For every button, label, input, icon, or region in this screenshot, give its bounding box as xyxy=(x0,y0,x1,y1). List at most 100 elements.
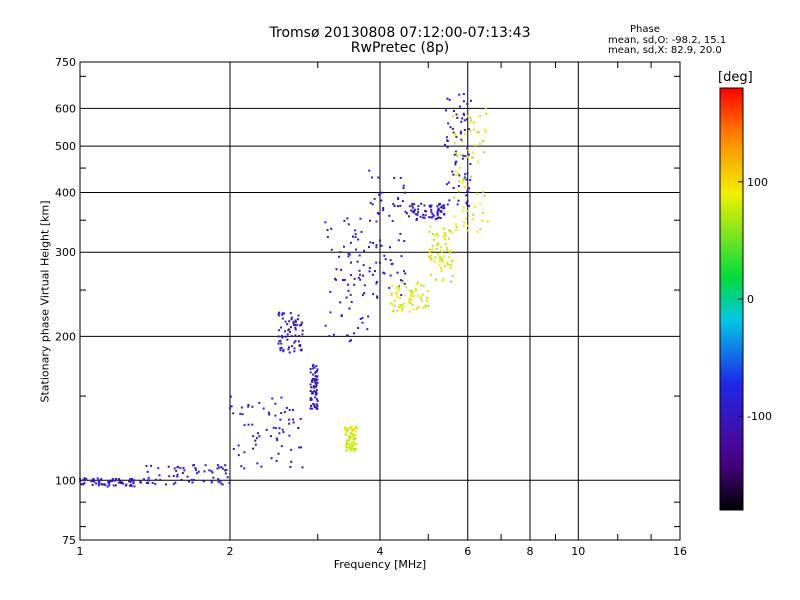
scatter-point xyxy=(465,178,468,181)
scatter-point xyxy=(314,375,317,378)
scatter-point xyxy=(396,271,399,274)
scatter-point xyxy=(176,473,179,476)
scatter-point xyxy=(455,135,458,138)
scatter-point xyxy=(356,260,359,263)
scatter-point xyxy=(300,446,303,449)
scatter-point xyxy=(435,247,438,250)
scatter-point xyxy=(397,239,400,242)
scatter-point xyxy=(458,190,461,193)
scatter-point xyxy=(159,478,162,481)
scatter-point xyxy=(453,141,456,144)
scatter-point xyxy=(285,406,288,409)
scatter-point xyxy=(252,447,255,450)
scatter-point xyxy=(133,479,136,482)
scatter-point xyxy=(268,413,271,416)
scatter-point xyxy=(382,271,385,274)
scatter-point xyxy=(80,483,83,486)
scatter-point xyxy=(350,339,353,342)
scatter-point xyxy=(481,219,484,222)
scatter-point xyxy=(420,202,423,205)
scatter-point xyxy=(376,211,379,214)
scatter-point xyxy=(467,115,470,118)
scatter-point xyxy=(412,308,415,311)
scatter-point xyxy=(483,128,486,131)
scatter-point xyxy=(280,412,283,415)
scatter-point xyxy=(367,315,370,318)
scatter-point xyxy=(314,380,317,383)
scatter-point xyxy=(311,364,314,367)
scatter-point xyxy=(344,449,347,452)
scatter-point xyxy=(278,311,281,314)
scatter-point xyxy=(442,277,445,280)
scatter-point xyxy=(388,286,391,289)
scatter-point xyxy=(362,274,365,277)
scatter-point xyxy=(450,280,453,283)
scatter-point xyxy=(407,301,410,304)
scatter-point xyxy=(461,210,464,213)
scatter-point xyxy=(434,234,437,237)
scatter-point xyxy=(421,293,424,296)
scatter-point xyxy=(449,266,452,269)
scatter-point xyxy=(147,479,150,482)
scatter-point xyxy=(176,475,179,478)
scatter-point xyxy=(351,435,354,438)
scatter-point xyxy=(221,483,224,486)
scatter-point xyxy=(112,484,115,487)
scatter-point xyxy=(309,371,312,374)
scatter-point xyxy=(286,323,289,326)
scatter-point xyxy=(107,480,110,483)
scatter-point xyxy=(466,229,469,232)
scatter-point xyxy=(315,388,318,391)
scatter-point xyxy=(349,437,352,440)
scatter-point xyxy=(351,235,354,238)
scatter-point xyxy=(95,482,98,485)
scatter-point xyxy=(354,437,357,440)
scatter-point xyxy=(346,430,349,433)
scatter-point xyxy=(459,130,462,133)
scatter-point xyxy=(139,481,142,484)
scatter-point xyxy=(127,480,130,483)
scatter-point xyxy=(416,213,419,216)
scatter-point xyxy=(481,211,484,214)
scatter-point xyxy=(369,241,372,244)
scatter-point xyxy=(290,316,293,319)
scatter-point xyxy=(451,274,454,277)
scatter-point xyxy=(194,467,197,470)
scatter-point xyxy=(281,317,284,320)
scatter-point xyxy=(460,120,463,123)
scatter-point xyxy=(224,469,227,472)
scatter-point xyxy=(452,131,455,134)
scatter-point xyxy=(462,92,465,95)
scatter-point xyxy=(448,229,451,232)
scatter-point xyxy=(403,240,406,243)
y-tick-label: 400 xyxy=(55,186,76,199)
scatter-point xyxy=(436,244,439,247)
chart-subtitle: RwPretec (8p) xyxy=(350,40,450,56)
scatter-point xyxy=(297,426,300,429)
scatter-point xyxy=(437,209,440,212)
scatter-point xyxy=(371,273,374,276)
scatter-point xyxy=(289,330,292,333)
scatter-point xyxy=(383,272,386,275)
scatter-point xyxy=(328,335,331,338)
scatter-point xyxy=(375,280,378,283)
scatter-point xyxy=(444,143,447,146)
scatter-point xyxy=(465,201,468,204)
scatter-point xyxy=(428,216,431,219)
scatter-point xyxy=(428,248,431,251)
scatter-point xyxy=(469,179,472,182)
scatter-point xyxy=(440,251,443,254)
scatter-point xyxy=(220,466,223,469)
scatter-point xyxy=(202,480,205,483)
scatter-point xyxy=(260,465,263,468)
scatter-point xyxy=(243,424,246,427)
scatter-point xyxy=(344,426,347,429)
scatter-point xyxy=(81,479,84,482)
scatter-point xyxy=(375,244,378,247)
scatter-point xyxy=(313,386,316,389)
scatter-point xyxy=(467,153,470,156)
phase-stats-x: mean, sd,X: 82.9, 20.0 xyxy=(608,45,722,56)
scatter-point xyxy=(443,207,446,210)
scatter-point xyxy=(458,93,461,96)
scatter-point xyxy=(424,214,427,217)
